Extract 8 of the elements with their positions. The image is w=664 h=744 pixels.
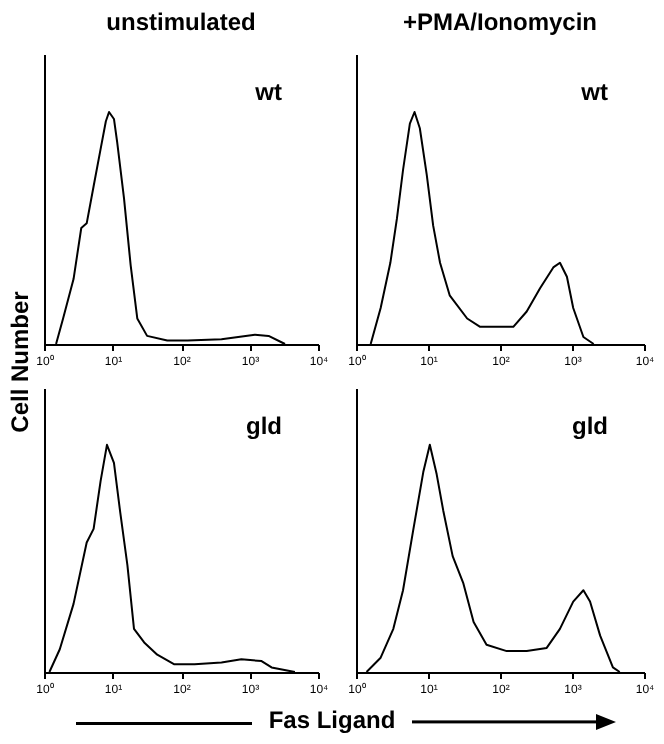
chart-title: +PMA/Ionomycin [402,8,598,36]
text: gld [246,412,282,440]
chart-title: unstimulated [106,8,256,36]
text: wt [579,78,608,106]
x-axis-title: Fas Ligand [266,706,398,734]
y-axis-title: Cell Number [6,289,34,437]
text: gld [572,412,608,440]
text: wt [253,78,282,106]
